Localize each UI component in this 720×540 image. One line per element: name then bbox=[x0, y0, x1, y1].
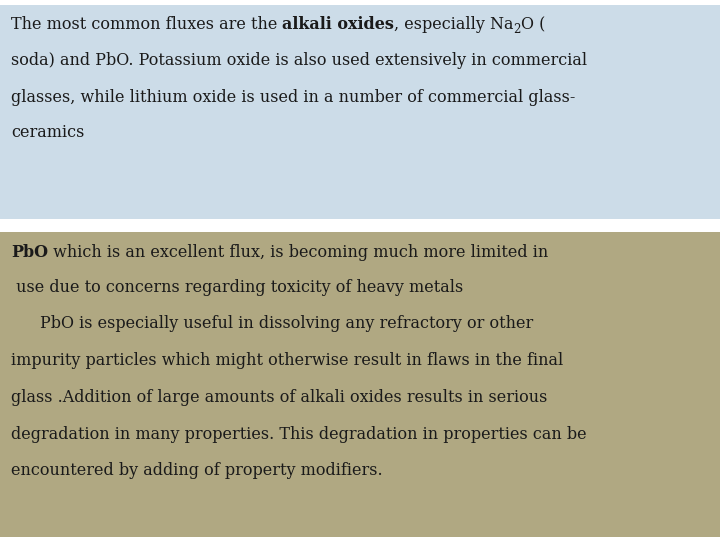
Text: impurity particles which might otherwise result in flaws in the final: impurity particles which might otherwise… bbox=[11, 352, 563, 369]
Text: glasses, while lithium oxide is used in a number of commercial glass-: glasses, while lithium oxide is used in … bbox=[11, 89, 575, 105]
Text: soda) and PbO. Potassium oxide is also used extensively in commercial: soda) and PbO. Potassium oxide is also u… bbox=[11, 52, 587, 69]
FancyBboxPatch shape bbox=[0, 232, 720, 537]
Text: PbO: PbO bbox=[11, 244, 48, 261]
Text: 2: 2 bbox=[513, 23, 521, 36]
Text: , especially Na: , especially Na bbox=[394, 16, 513, 33]
Text: alkali oxides: alkali oxides bbox=[282, 16, 394, 33]
Text: The most common fluxes are the: The most common fluxes are the bbox=[11, 16, 282, 33]
Text: which is an excellent flux, is becoming much more limited in: which is an excellent flux, is becoming … bbox=[48, 244, 548, 261]
Text: O (: O ( bbox=[521, 16, 546, 33]
FancyBboxPatch shape bbox=[0, 5, 720, 219]
Text: use due to concerns regarding toxicity of heavy metals: use due to concerns regarding toxicity o… bbox=[11, 279, 463, 295]
Text: degradation in many properties. This degradation in properties can be: degradation in many properties. This deg… bbox=[11, 426, 586, 442]
Text: encountered by adding of property modifiers.: encountered by adding of property modifi… bbox=[11, 462, 382, 479]
Text: PbO is especially useful in dissolving any refractory or other: PbO is especially useful in dissolving a… bbox=[40, 315, 533, 332]
Text: ceramics: ceramics bbox=[11, 124, 84, 141]
Text: glass .Addition of large amounts of alkali oxides results in serious: glass .Addition of large amounts of alka… bbox=[11, 389, 547, 406]
